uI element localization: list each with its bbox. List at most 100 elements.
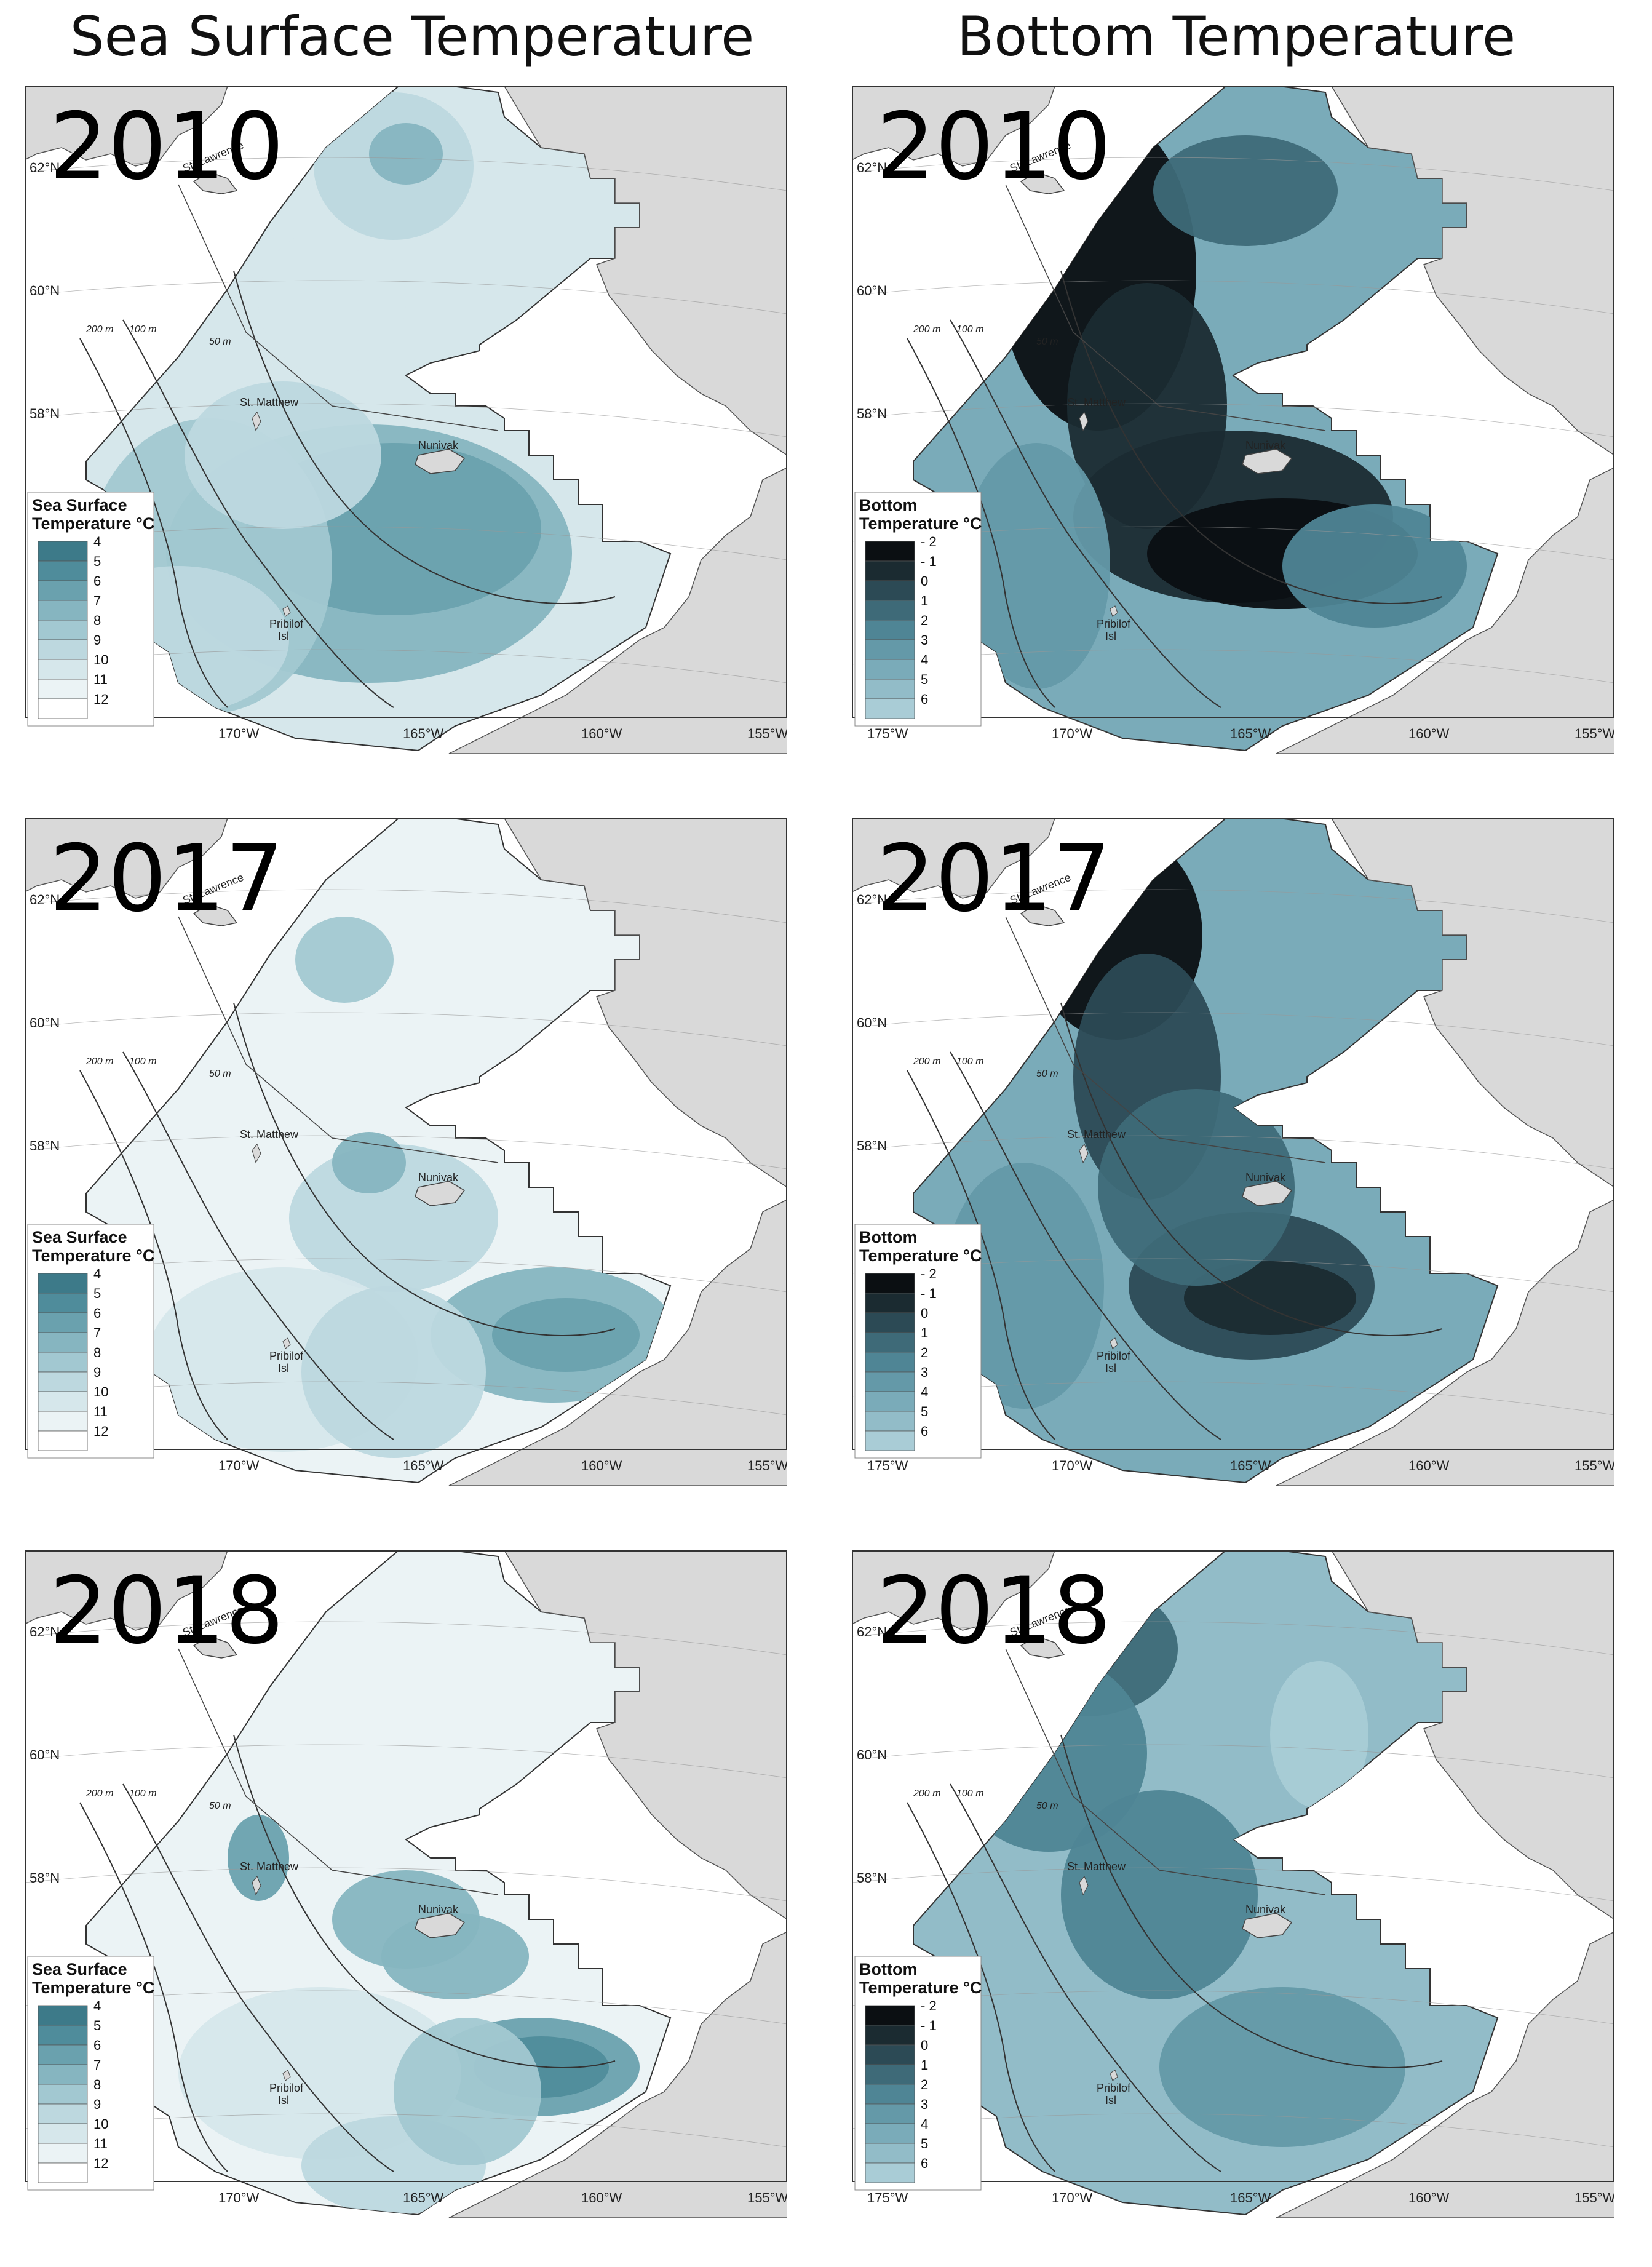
legend-tick: - 2 <box>921 1998 937 2014</box>
legend-title: Bottom <box>859 1228 917 1246</box>
graticule-line <box>852 157 1614 191</box>
pribilof-islands <box>282 2070 291 2081</box>
temperature-patch <box>1270 1661 1368 1809</box>
legend-title: Temperature °C <box>32 1978 154 1997</box>
legend-swatch <box>865 541 915 562</box>
map-label-nunivak: Nunivak <box>418 1903 459 1916</box>
graticule-line <box>25 1621 787 1655</box>
st-lawrence-island <box>193 904 238 926</box>
nunivak-island <box>1242 448 1293 474</box>
legend-title: Sea Surface <box>32 1228 127 1246</box>
lon-label: 175°W <box>867 1458 908 1473</box>
legend-tick: 5 <box>93 1286 101 1301</box>
temperature-field <box>944 831 1375 1409</box>
lon-label: 165°W <box>1230 2190 1271 2205</box>
st-matthew-island <box>1079 1144 1089 1164</box>
depth-contour-200m <box>907 1802 1055 2172</box>
lat-label: 62°N <box>857 892 887 907</box>
map-label-pribilof_line1: Pribilof <box>269 2082 304 2094</box>
st-lawrence-island <box>1020 1636 1065 1659</box>
temperature-patch <box>258 228 406 375</box>
legend-swatch <box>865 698 915 719</box>
lon-label: 155°W <box>1575 2190 1614 2205</box>
sst-map-2017: St. Lawrence St. Matthew Nunivak Pribilof Is… <box>25 818 787 1486</box>
lon-label: 175°W <box>867 2190 908 2205</box>
graticule-line <box>25 1135 787 1169</box>
legend-tick: 5 <box>921 672 928 687</box>
legend-tick: - 1 <box>921 2018 937 2033</box>
graticule-line <box>852 280 1614 314</box>
graticule-line <box>852 889 1614 923</box>
legend-swatch <box>865 2103 915 2124</box>
legend-swatch <box>865 659 915 680</box>
legend-swatch <box>38 560 88 581</box>
graticule-line <box>25 157 787 191</box>
legend-swatch <box>38 1411 88 1432</box>
st-matthew-island <box>252 412 261 432</box>
map-label-pribilof_line2: Isl <box>278 1362 289 1374</box>
depth-contour-200m <box>79 338 228 708</box>
temperature-patch <box>944 1163 1104 1409</box>
legend-tick: 6 <box>93 2038 101 2053</box>
legend-swatch <box>38 1391 88 1412</box>
lon-label: 170°W <box>1052 726 1093 741</box>
stratum-boundary <box>178 1648 499 1895</box>
map-label-depth_200: 200 m <box>913 324 940 335</box>
legend-swatch <box>38 2005 88 2026</box>
legend-tick: - 2 <box>921 534 937 549</box>
legend-swatch <box>865 1430 915 1451</box>
legend-swatch <box>865 1312 915 1333</box>
graticule-line <box>25 889 787 923</box>
legend-swatch <box>38 698 88 719</box>
legend-title: Bottom <box>859 1960 917 1978</box>
lat-label: 62°N <box>30 160 60 175</box>
map-label-nunivak: Nunivak <box>1245 1171 1286 1184</box>
siberia-land <box>852 1550 1055 1631</box>
lat-label: 60°N <box>857 1747 887 1763</box>
legend-title: Temperature °C <box>859 1246 982 1265</box>
legend-title: Bottom <box>859 496 917 514</box>
lon-label: 155°W <box>747 726 787 741</box>
legend-tick: 10 <box>93 652 108 667</box>
lon-label: 170°W <box>218 2190 260 2205</box>
legend-swatch <box>38 659 88 680</box>
graticule-line <box>25 403 787 437</box>
map-label-depth_200: 200 m <box>85 324 113 335</box>
map-label-depth_50: 50 m <box>1036 1069 1058 1079</box>
map-frame <box>25 1550 787 2182</box>
lon-label: 170°W <box>218 1458 260 1473</box>
graticule-line <box>852 1621 1614 1655</box>
map-label-pribilof_line2: Isl <box>278 630 289 642</box>
map-label-depth_100: 100 m <box>129 1788 156 1799</box>
legend-tick: 10 <box>93 2116 108 2132</box>
map-label-nunivak: Nunivak <box>418 1171 459 1184</box>
lat-label: 58°N <box>30 406 60 421</box>
legend-tick: 6 <box>921 691 928 707</box>
lat-label: 60°N <box>30 1015 60 1030</box>
map-label-depth_100: 100 m <box>129 1056 156 1067</box>
lat-label: 60°N <box>30 1747 60 1763</box>
siberia-land <box>25 818 228 899</box>
map-label-nunivak: Nunivak <box>418 439 459 452</box>
sst-map-2018: St. Lawrence St. Matthew Nunivak Pribilof Is… <box>25 1550 787 2218</box>
legend-title: Sea Surface <box>32 496 127 514</box>
map-label-depth_100: 100 m <box>956 1056 983 1067</box>
stratum-boundary <box>1005 184 1326 431</box>
legend-swatch <box>38 2143 88 2164</box>
map-label-pribilof_line1: Pribilof <box>269 618 304 630</box>
legend-swatch <box>865 1371 915 1392</box>
legend-swatch <box>38 580 88 601</box>
stratum-boundary <box>178 916 499 1163</box>
legend-swatch <box>38 1352 88 1373</box>
legend-title: Temperature °C <box>32 1246 154 1265</box>
legend-swatch <box>865 2025 915 2046</box>
siberia-land <box>852 818 1055 899</box>
alaska-land <box>1276 818 1614 1486</box>
legend-tick: 6 <box>921 2156 928 2171</box>
